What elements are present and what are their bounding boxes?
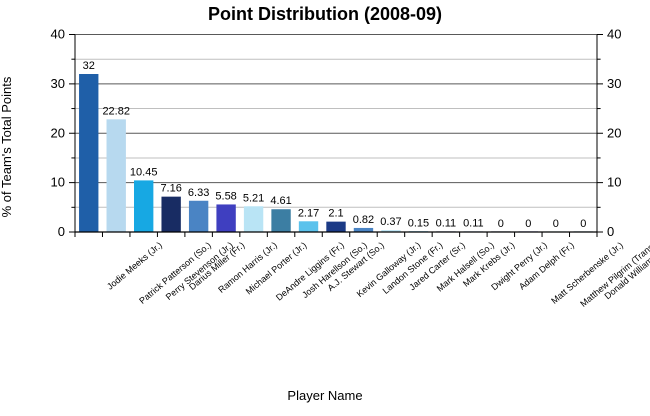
svg-text:4.61: 4.61 xyxy=(270,195,291,207)
svg-text:0.11: 0.11 xyxy=(463,217,484,229)
svg-text:5.21: 5.21 xyxy=(243,192,264,204)
svg-text:32: 32 xyxy=(83,60,95,72)
svg-text:5.58: 5.58 xyxy=(215,190,236,202)
svg-text:40: 40 xyxy=(607,27,621,42)
svg-text:40: 40 xyxy=(51,27,65,42)
svg-text:2.1: 2.1 xyxy=(328,208,343,220)
svg-text:10.45: 10.45 xyxy=(130,166,158,178)
svg-text:20: 20 xyxy=(607,125,621,140)
svg-text:30: 30 xyxy=(607,76,621,91)
svg-text:10: 10 xyxy=(607,175,621,190)
svg-text:0.15: 0.15 xyxy=(408,217,429,229)
svg-text:0: 0 xyxy=(580,218,586,230)
svg-text:2.17: 2.17 xyxy=(298,207,319,219)
svg-text:0: 0 xyxy=(607,224,614,239)
svg-text:0.11: 0.11 xyxy=(436,217,457,229)
svg-text:0.82: 0.82 xyxy=(353,214,374,226)
svg-text:0: 0 xyxy=(498,218,504,230)
svg-text:30: 30 xyxy=(51,76,65,91)
svg-text:0: 0 xyxy=(553,218,559,230)
svg-text:10: 10 xyxy=(51,175,65,190)
svg-text:20: 20 xyxy=(51,125,65,140)
svg-text:0.37: 0.37 xyxy=(380,216,401,228)
svg-text:6.33: 6.33 xyxy=(188,187,209,199)
svg-text:22.82: 22.82 xyxy=(102,105,130,117)
svg-text:0: 0 xyxy=(525,218,531,230)
svg-text:0: 0 xyxy=(58,224,65,239)
svg-text:7.16: 7.16 xyxy=(160,183,181,195)
